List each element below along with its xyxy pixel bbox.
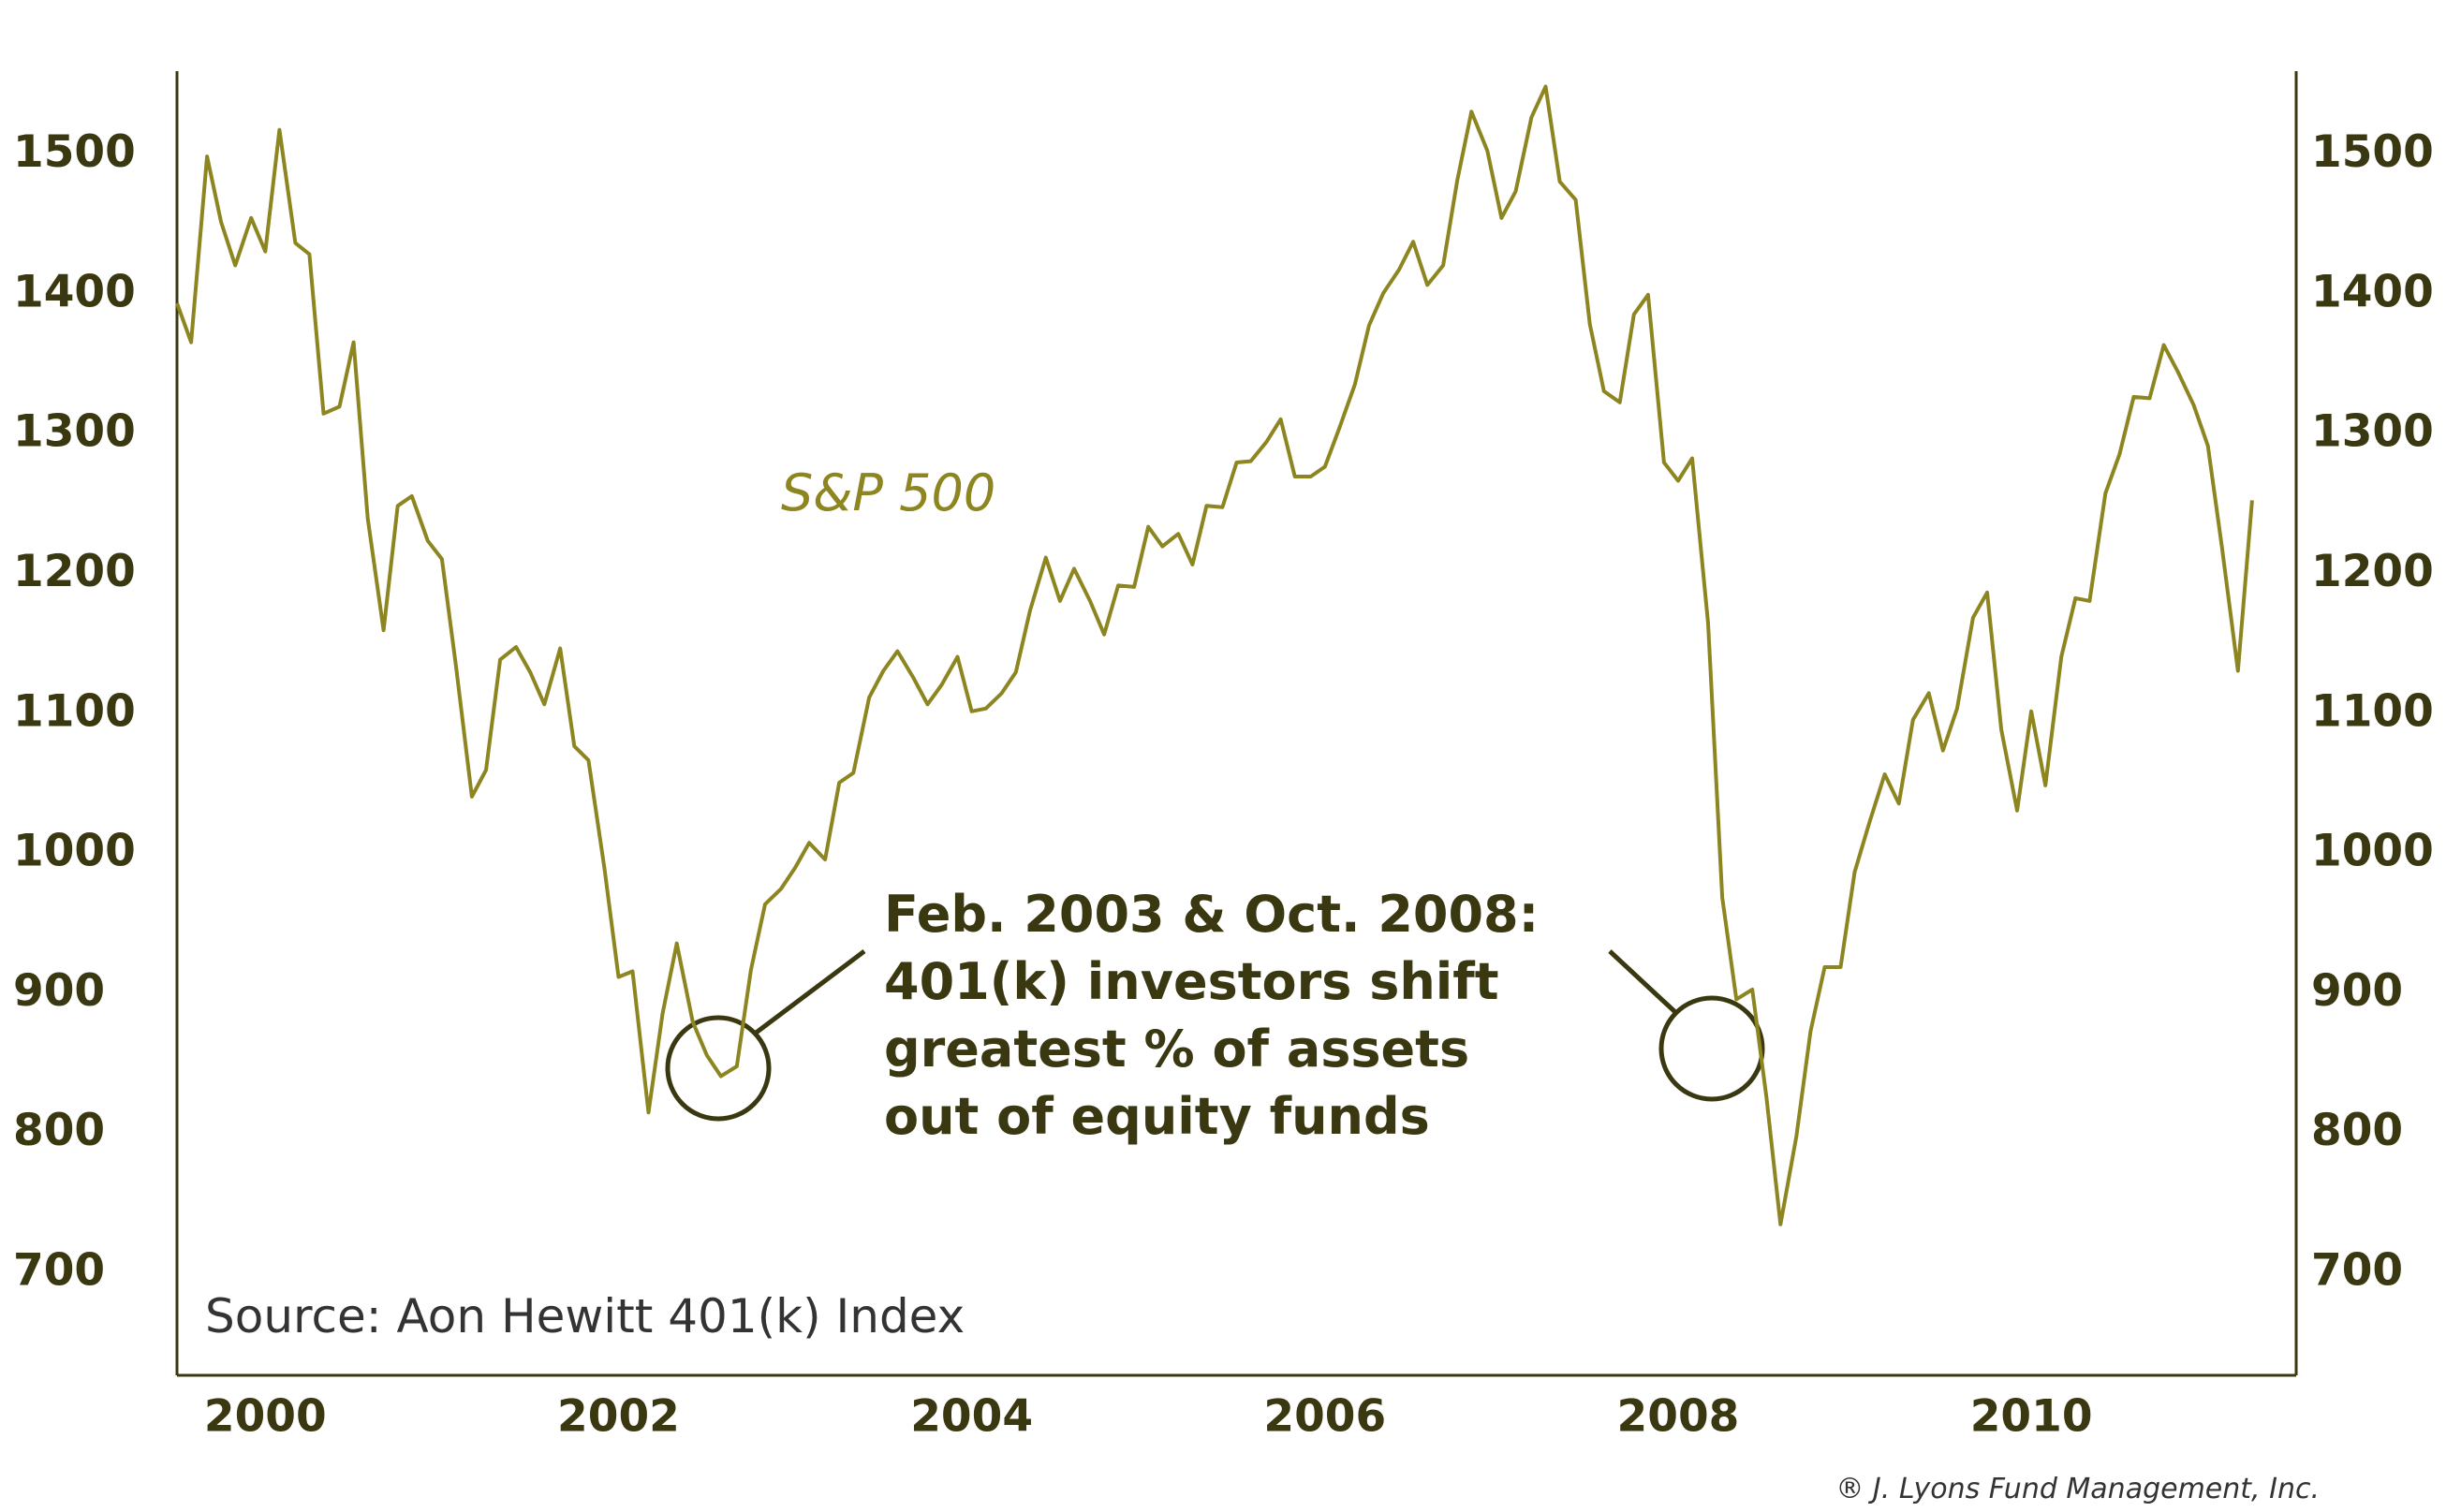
y2-tick-label: 700 — [2311, 1245, 2403, 1297]
annotation: out of equity funds — [884, 1087, 1430, 1146]
y-tick-label: 700 — [13, 1245, 105, 1297]
y2-tick-label: 1000 — [2311, 826, 2434, 877]
highlight-circle — [665, 1015, 772, 1122]
x-tick-label: 2004 — [910, 1391, 1033, 1443]
source: Source: Aon Hewitt 401(k) Index — [205, 1289, 965, 1343]
pointer-line — [753, 949, 866, 1035]
y-tick-label: 1500 — [13, 126, 136, 178]
y-tick-label: 800 — [13, 1105, 105, 1156]
highlight-circle — [1658, 995, 1765, 1102]
x-tick-label: 2006 — [1263, 1391, 1386, 1443]
annotation: greatest % of assets — [884, 1020, 1469, 1079]
x-tick-label: 2010 — [1970, 1391, 2093, 1443]
y2-tick-label: 900 — [2311, 965, 2403, 1017]
y-tick-label: 1200 — [13, 546, 136, 597]
pointer-line — [1608, 949, 1678, 1015]
x-tick-label: 2008 — [1617, 1391, 1740, 1443]
y2-tick-label: 800 — [2311, 1105, 2403, 1156]
y-tick-label: 900 — [13, 965, 105, 1017]
annotation: Feb. 2003 & Oct. 2008: — [884, 885, 1539, 944]
credit: ® J. Lyons Fund Management, Inc. — [1835, 1473, 2320, 1505]
x-tick-label: 2000 — [204, 1391, 327, 1443]
y2-tick-label: 1500 — [2311, 126, 2434, 178]
series-line — [175, 84, 2254, 1226]
y2-tick-label: 1100 — [2311, 685, 2434, 737]
y-tick-label: 1300 — [13, 406, 136, 458]
y2-tick-label: 1300 — [2311, 406, 2434, 458]
annotation: 401(k) investors shift — [884, 952, 1499, 1011]
y-tick-label: 1100 — [13, 685, 136, 737]
y-tick-label: 1400 — [13, 266, 136, 317]
series-label: S&P 500 — [781, 463, 995, 522]
y2-tick-label: 1400 — [2311, 266, 2434, 317]
y2-tick-label: 1200 — [2311, 546, 2434, 597]
y-tick-label: 1000 — [13, 826, 136, 877]
x-tick-label: 2002 — [557, 1391, 680, 1443]
